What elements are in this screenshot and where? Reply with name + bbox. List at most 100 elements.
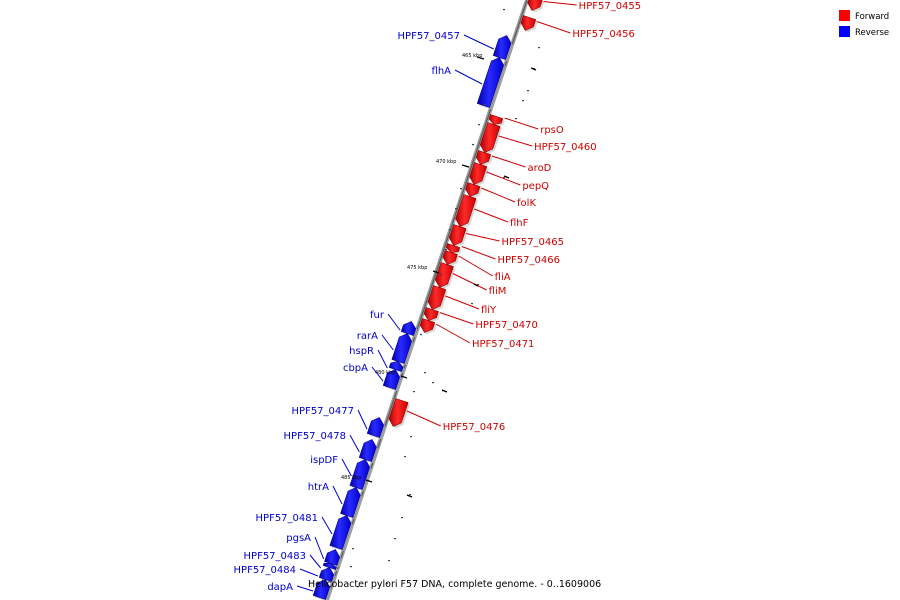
gc-mark — [420, 334, 422, 336]
leader-line — [481, 187, 516, 203]
leader-line — [309, 554, 322, 569]
gene-label-fliY: fliY — [481, 305, 497, 316]
gene-arrow-aroD — [475, 150, 492, 165]
leader-line — [536, 21, 571, 34]
gc-mark — [496, 133, 498, 135]
gene-label-HPF57_0465: HPF57_0465 — [502, 237, 564, 248]
leader-line — [349, 434, 360, 453]
gc-dash — [406, 494, 413, 498]
gene-arrow-HPF57_0471 — [419, 318, 436, 333]
leader-line — [387, 313, 401, 331]
genome-caption: Helicobacter pylori F57 DNA, complete ge… — [308, 579, 601, 590]
gene-arrow-HPF57_0456 — [520, 15, 537, 31]
gene-arrow-HPF57_0476 — [388, 398, 409, 427]
gene-label-fliA: fliA — [495, 272, 511, 283]
gene-arrow-HPF57_0477 — [366, 417, 385, 438]
gc-mark — [478, 124, 480, 126]
gene-arrow-htrA — [340, 487, 361, 518]
gc-mark — [388, 560, 390, 562]
gc-mark — [503, 177, 505, 179]
leader-line — [474, 208, 509, 223]
gc-dash — [441, 389, 448, 393]
gene-label-rpsO: rpsO — [540, 125, 564, 136]
tick-label: 465 kbp — [462, 53, 482, 59]
gene-label-fur: fur — [370, 310, 385, 321]
gene-arrow-HPF57_0460 — [479, 122, 501, 153]
leader-line — [439, 312, 474, 325]
tick-mark — [476, 56, 485, 60]
leader-line — [445, 295, 480, 310]
gene-label-HPF57_0484: HPF57_0484 — [234, 565, 296, 576]
gc-mark — [410, 436, 412, 438]
gc-mark — [460, 188, 462, 190]
tick-label: 475 kbp — [407, 265, 427, 271]
gene-label-HPF57_0476: HPF57_0476 — [443, 422, 505, 433]
gc-marks — [350, 9, 540, 588]
gc-mark — [386, 583, 388, 585]
gene-label-HPF57_0456: HPF57_0456 — [572, 29, 634, 40]
gc-mark — [440, 274, 442, 276]
gene-label-HPF57_0455: HPF57_0455 — [579, 1, 641, 12]
gene-label-fliM: fliM — [489, 286, 507, 297]
leader-line — [377, 349, 388, 369]
gene-arrow-flhA — [476, 57, 505, 108]
gene-arrow-fliA — [442, 250, 458, 265]
gc-mark — [404, 456, 406, 458]
gene-arrow-HPF57_0455 — [527, 0, 543, 11]
legend-swatch-forward — [839, 10, 850, 21]
gene-arrow-pgsA — [324, 549, 341, 566]
leader-line — [332, 485, 343, 505]
gene-label-pepQ: pepQ — [522, 181, 549, 192]
leader-line — [341, 458, 352, 477]
leader-line — [321, 516, 333, 535]
gc-mark — [432, 382, 434, 384]
gc-mark — [409, 494, 411, 496]
gene-arrow-rpsO — [488, 114, 504, 125]
gc-mark — [472, 144, 474, 146]
gene-arrow-fur — [400, 321, 417, 336]
gene-label-ispDF: ispDF — [310, 455, 338, 466]
gene-arrow-HPF57_0470 — [423, 307, 439, 321]
leader-line — [406, 410, 441, 427]
gene-label-HPF57_0457: HPF57_0457 — [398, 31, 460, 42]
gc-mark — [352, 548, 354, 550]
gene-label-dapA: dapA — [267, 582, 293, 593]
gene-label-htrA: htrA — [308, 482, 329, 493]
legend-swatch-reverse — [839, 26, 850, 37]
gene-label-flhA: flhA — [432, 66, 452, 77]
scale-ticks: 465 kbp 470 kbp 475 kbp 480 kbp 485 kbp — [341, 53, 485, 483]
gc-mark — [357, 586, 359, 588]
gc-mark — [503, 9, 505, 11]
leader-line — [491, 155, 526, 168]
gc-mark — [477, 284, 479, 286]
gene-arrow-HPF57_0481 — [329, 515, 352, 550]
gc-mark — [424, 372, 426, 374]
gene-arrow-HPF57_0457 — [492, 35, 512, 60]
gene-arrow-HPF57_0478 — [358, 439, 377, 462]
gene-arrow-pepQ — [469, 162, 488, 185]
gc-mark — [449, 229, 451, 231]
gene-arrow-HPF57_0466 — [445, 243, 461, 253]
gc-mark — [445, 249, 447, 251]
gc-mark — [455, 208, 457, 210]
gc-dash — [530, 67, 537, 71]
gene-label-flhF: flhF — [510, 218, 529, 229]
tick-mark — [400, 375, 408, 379]
leader-line — [454, 69, 483, 85]
leader-line — [461, 246, 496, 260]
leader-line — [543, 1, 577, 6]
gene-label-HPF57_0470: HPF57_0470 — [475, 320, 537, 331]
leader-line — [504, 117, 539, 130]
gc-mark — [538, 47, 540, 49]
tick-mark — [432, 270, 440, 274]
gene-arrow-HPF57_0484 — [318, 567, 335, 582]
gc-mark — [431, 292, 433, 294]
gene-arrow-rarA — [391, 333, 413, 364]
gc-mark — [527, 90, 529, 92]
leader-line — [498, 135, 533, 147]
gene-arrow-ispDF — [349, 459, 371, 490]
gene-arrow-dapA — [312, 579, 331, 600]
leader-line — [371, 366, 384, 382]
tick-label: 480 kbp — [375, 370, 395, 376]
